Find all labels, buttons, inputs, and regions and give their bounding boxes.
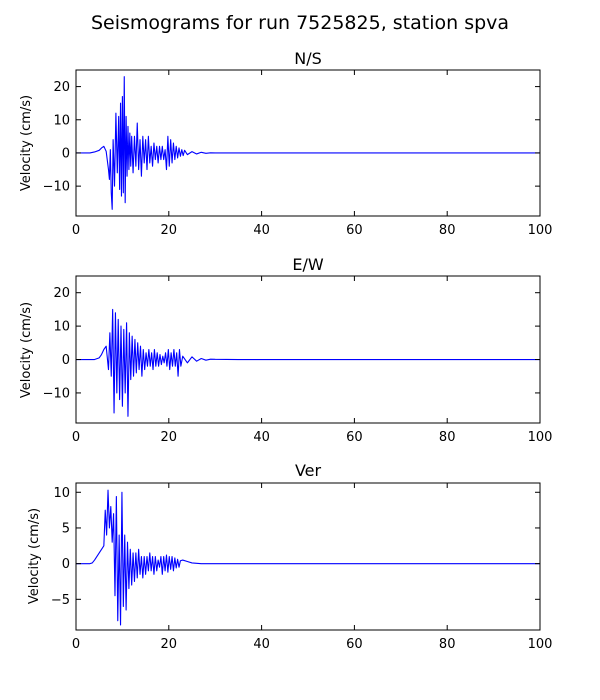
y-tick-label: 5 (62, 521, 70, 536)
panel-title: Ver (295, 461, 322, 480)
panel-title: E/W (292, 255, 324, 274)
x-tick-label: 20 (161, 637, 178, 652)
velocity-trace (76, 308, 540, 417)
y-tick-label: 10 (53, 486, 70, 501)
x-tick-label: 20 (161, 430, 178, 445)
y-tick-label: −5 (51, 593, 70, 608)
x-tick-label: 20 (161, 223, 178, 238)
velocity-trace (76, 76, 540, 210)
y-tick-label: 20 (53, 286, 70, 301)
x-tick-label: 60 (346, 223, 363, 238)
y-tick-label: −10 (43, 386, 70, 401)
y-tick-label: 0 (62, 353, 70, 368)
axes-frame (75, 69, 541, 217)
x-tick-label: 100 (528, 223, 553, 238)
y-tick-label: 10 (53, 113, 70, 128)
axes-frame (75, 482, 541, 631)
x-tick-label: 40 (253, 223, 270, 238)
y-tick-label: 20 (53, 80, 70, 95)
velocity-trace (76, 489, 540, 626)
panel-ew: E/W Velocity (cm/s) 0 20 40 60 80 100 −10 0 10 20 (19, 255, 552, 445)
y-tick-label: 0 (62, 146, 70, 161)
x-tick-label: 40 (253, 637, 270, 652)
x-tick-label: 0 (72, 223, 80, 238)
panel-ver: Ver Velocity (cm/s) 0 20 40 60 80 100 −5 0 5 10 (27, 461, 552, 652)
y-axis-label: Velocity (cm/s) (27, 508, 42, 604)
x-tick-label: 80 (439, 223, 456, 238)
y-tick-label: 0 (62, 557, 70, 572)
figure-title: Seismograms for run 7525825, station spv… (91, 12, 509, 34)
x-tick-label: 100 (528, 430, 553, 445)
x-tick-label: 0 (72, 430, 80, 445)
x-tick-label: 80 (439, 430, 456, 445)
x-tick-label: 100 (528, 637, 553, 652)
y-axis-label: Velocity (cm/s) (19, 302, 34, 398)
x-tick-label: 60 (346, 637, 363, 652)
x-tick-label: 80 (439, 637, 456, 652)
axes-frame (75, 275, 541, 424)
x-tick-label: 0 (72, 637, 80, 652)
x-tick-label: 40 (253, 430, 270, 445)
y-axis-label: Velocity (cm/s) (19, 95, 34, 191)
y-tick-label: 10 (53, 320, 70, 335)
panel-ns: N/S Velocity (cm/s) 0 20 40 60 80 100 −10 0 10 20 (19, 49, 552, 238)
x-tick-label: 60 (346, 430, 363, 445)
panel-title: N/S (294, 49, 322, 68)
y-tick-label: −10 (43, 180, 70, 195)
